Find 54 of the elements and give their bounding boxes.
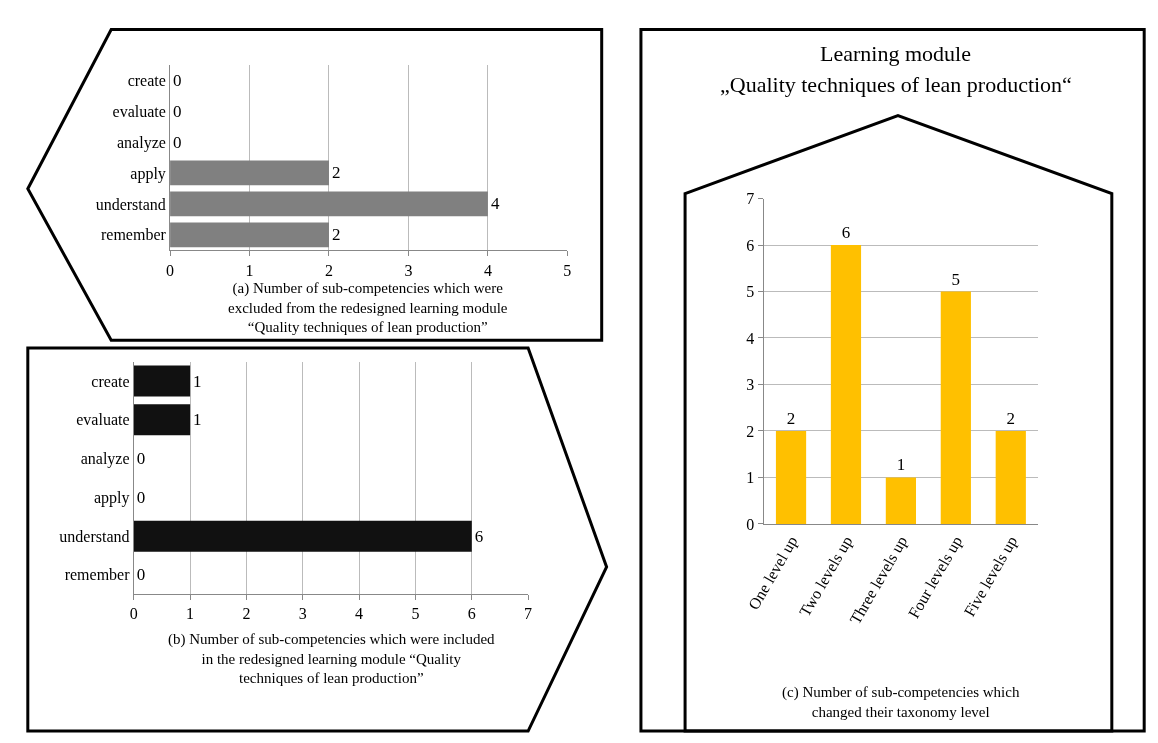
y-tick-label: understand bbox=[59, 527, 130, 545]
text: (a) Number of sub-competencies which were excluded from the redesigned learning module “Quality techniques of lean production” bbox=[228, 280, 508, 335]
data-label: 1 bbox=[896, 455, 906, 475]
y-tick-label: create bbox=[127, 71, 166, 89]
y-tick-label: understand bbox=[95, 195, 166, 213]
data-label: 2 bbox=[1006, 408, 1016, 428]
bar bbox=[940, 291, 971, 524]
bar bbox=[830, 245, 862, 524]
y-tick-label: evaluate bbox=[76, 411, 130, 429]
x-tick-label: 5 bbox=[563, 261, 572, 279]
chart-title: Learning module bbox=[820, 41, 971, 66]
bar bbox=[885, 477, 917, 524]
y-tick-label: 7 bbox=[746, 190, 755, 208]
bar bbox=[995, 430, 1026, 524]
x-tick-label: 1 bbox=[245, 261, 254, 279]
y-tick-label: create bbox=[91, 372, 130, 390]
x-tick-label: 5 bbox=[411, 605, 420, 623]
y-tick-label: evaluate bbox=[112, 102, 166, 120]
data-label: 1 bbox=[193, 410, 202, 430]
y-tick-label: 6 bbox=[746, 236, 755, 254]
data-label: 1 bbox=[193, 371, 202, 391]
y-tick-label: 4 bbox=[746, 329, 755, 347]
text: (c) Number of sub-competencies which changed their taxonomy level bbox=[782, 684, 1020, 720]
data-label: 0 bbox=[173, 132, 182, 152]
data-label: 0 bbox=[173, 70, 182, 90]
x-tick-label: 2 bbox=[324, 261, 333, 279]
data-label: 4 bbox=[490, 194, 500, 214]
bar bbox=[775, 430, 807, 524]
x-tick-label: 4 bbox=[483, 261, 492, 279]
data-label: 2 bbox=[786, 408, 796, 428]
x-tick-label: 4 bbox=[355, 605, 364, 623]
y-tick-label: 1 bbox=[746, 469, 755, 487]
data-label: 6 bbox=[841, 223, 851, 243]
y-tick-label: 0 bbox=[746, 515, 755, 533]
chart-subtitle: „Quality techniques of lean production“ bbox=[720, 72, 1072, 97]
y-tick-label: apply bbox=[130, 164, 166, 183]
data-label: 2 bbox=[331, 225, 341, 245]
x-tick-label: 6 bbox=[467, 605, 476, 623]
x-tick-label: 3 bbox=[404, 261, 413, 279]
y-tick-label: remember bbox=[64, 566, 131, 584]
data-label: 2 bbox=[331, 163, 341, 183]
data-label: 0 bbox=[173, 101, 182, 121]
x-tick-label: 3 bbox=[298, 605, 307, 623]
y-tick-label: remember bbox=[101, 226, 167, 244]
y-tick-label: 5 bbox=[746, 283, 755, 301]
x-tick-label: 1 bbox=[186, 605, 195, 623]
x-tick-label: 2 bbox=[242, 605, 251, 623]
y-tick-label: 3 bbox=[746, 376, 755, 394]
y-tick-label: apply bbox=[94, 488, 130, 507]
y-tick-label: analyze bbox=[117, 133, 166, 152]
x-tick-label: 7 bbox=[524, 605, 533, 623]
text: (b) Number of sub-competencies which were included in the redesigned learning module “Quality techniques of lean production” bbox=[168, 631, 496, 686]
y-tick-label: 2 bbox=[746, 422, 755, 440]
y-tick-label: analyze bbox=[80, 450, 130, 469]
